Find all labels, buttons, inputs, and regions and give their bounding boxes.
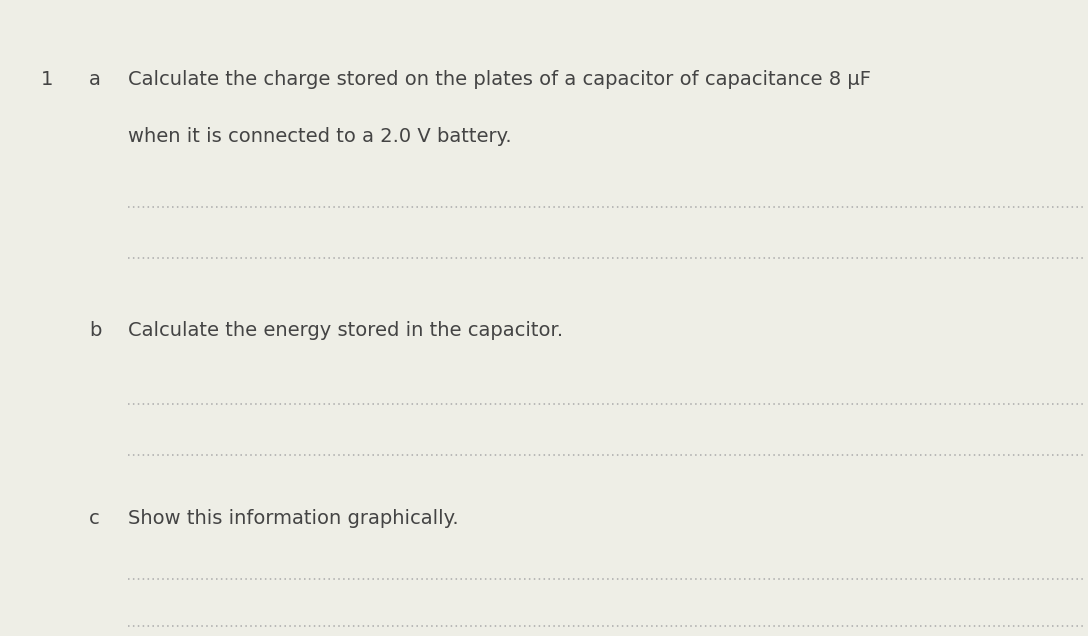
Text: c: c <box>89 509 100 528</box>
Text: 1: 1 <box>41 70 53 89</box>
Text: a: a <box>89 70 101 89</box>
Text: Calculate the energy stored in the capacitor.: Calculate the energy stored in the capac… <box>128 321 564 340</box>
Text: Calculate the charge stored on the plates of a capacitor of capacitance 8 μF: Calculate the charge stored on the plate… <box>128 70 871 89</box>
Text: when it is connected to a 2.0 V battery.: when it is connected to a 2.0 V battery. <box>128 127 512 146</box>
Text: Show this information graphically.: Show this information graphically. <box>128 509 459 528</box>
Text: b: b <box>89 321 101 340</box>
